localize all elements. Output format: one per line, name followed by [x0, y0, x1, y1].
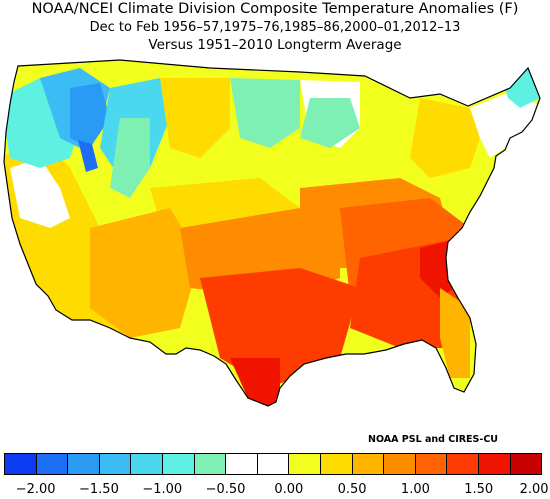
region-montana-east — [160, 78, 230, 158]
colorbar-tick-label: −1.00 — [142, 482, 183, 497]
colorbar-swatch — [99, 454, 132, 474]
colorbar-swatch — [226, 454, 258, 474]
division-fills — [4, 60, 540, 406]
colorbar-swatch — [194, 454, 227, 474]
colorbar-tick-label: −2.00 — [15, 482, 56, 497]
colorbar-tick-label: −1.50 — [79, 482, 119, 497]
title-line-2: Dec to Feb 1956–57,1975–76,1985–86,2000–… — [89, 20, 461, 35]
region-south-texas — [230, 358, 280, 406]
colorbar-swatch — [415, 454, 448, 474]
region-southwest — [90, 208, 200, 338]
region-northeast — [410, 98, 480, 178]
colorbar-swatch — [5, 454, 37, 474]
colorbar-swatch — [36, 454, 69, 474]
map-title: NOAA/NCEI Climate Division Composite Tem… — [0, 0, 550, 55]
us-outline — [3, 59, 541, 407]
colorbar-tick-label: 2.00 — [519, 482, 549, 497]
region-nw-coast — [10, 158, 70, 228]
colorbar-tick-label: 0.50 — [337, 482, 367, 497]
colorbar-tick-label: 1.00 — [400, 482, 430, 497]
region-minnesota — [300, 98, 360, 148]
colorbar-swatch — [320, 454, 353, 474]
colorbar-swatch — [478, 454, 511, 474]
colorbar-swatch — [510, 454, 542, 474]
colorbar-tick-label: −0.50 — [205, 482, 246, 497]
colorbar-swatch — [131, 454, 163, 474]
colorbar-tick-label: 0.00 — [274, 482, 304, 497]
region-idaho — [70, 83, 110, 148]
us-climate-division-map — [3, 59, 541, 407]
colorbar-swatch — [162, 454, 195, 474]
colorbar — [4, 453, 542, 475]
title-line-1: NOAA/NCEI Climate Division Composite Tem… — [31, 1, 519, 17]
colorbar-tick-label: 1.50 — [464, 482, 494, 497]
title-line-3: Versus 1951–2010 Longterm Average — [148, 37, 402, 53]
region-great-lakes — [360, 82, 420, 178]
colorbar-swatch — [447, 454, 479, 474]
colorbar-swatch — [384, 454, 416, 474]
region-dakotas — [230, 78, 300, 148]
region-wyoming — [110, 118, 150, 198]
region-florida — [440, 288, 470, 378]
credit-text: NOAA PSL and CIRES-CU — [368, 434, 499, 445]
colorbar-swatch — [289, 454, 321, 474]
colorbar-swatch — [68, 454, 100, 474]
colorbar-swatch — [352, 454, 385, 474]
colorbar-swatch — [257, 454, 290, 474]
region-snake — [78, 140, 98, 172]
